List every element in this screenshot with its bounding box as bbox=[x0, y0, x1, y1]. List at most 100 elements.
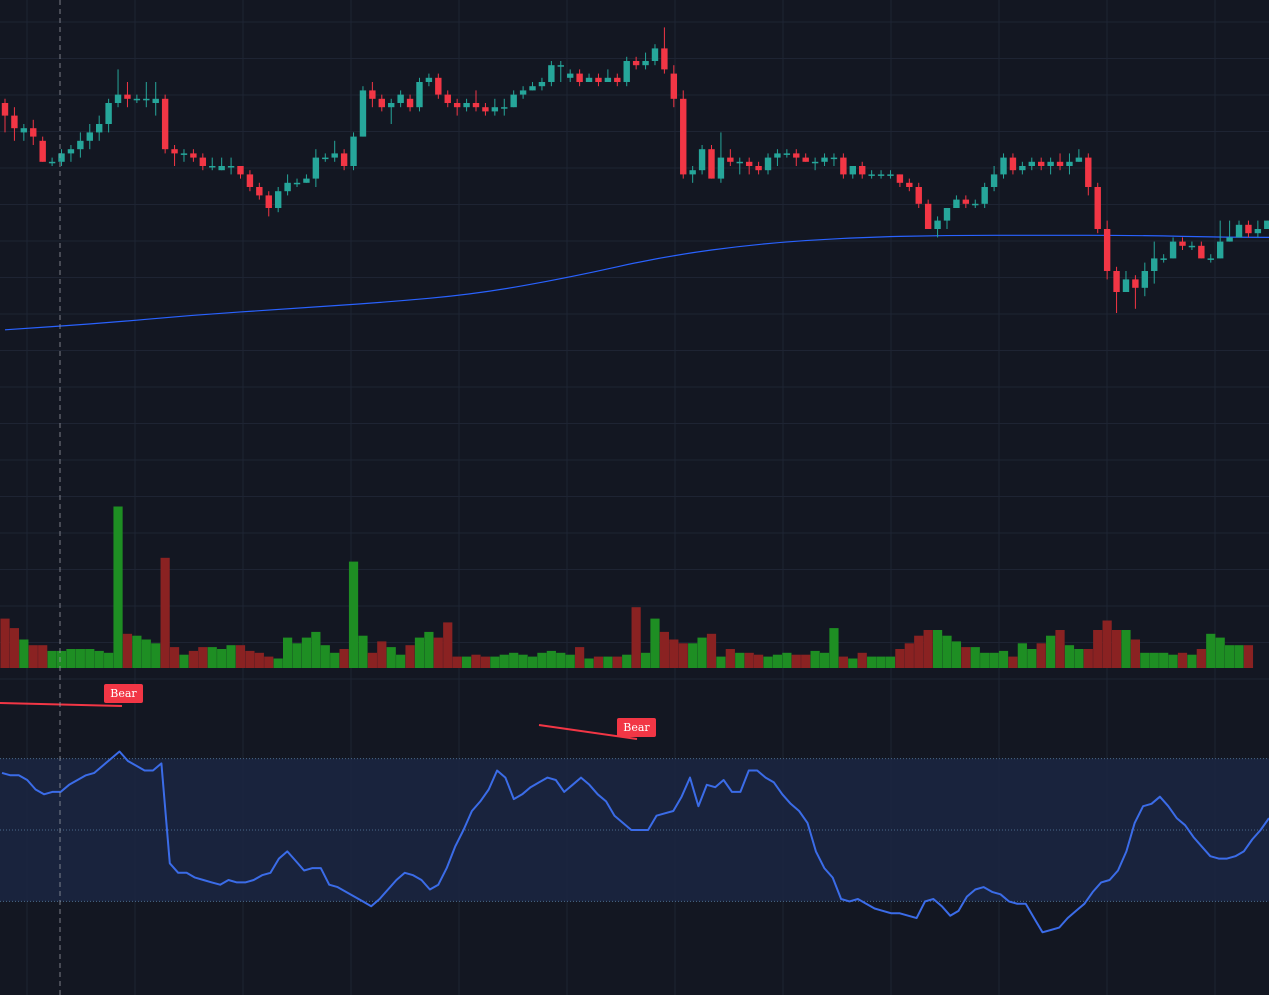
volume-bar bbox=[1206, 633, 1216, 668]
candle-body bbox=[1188, 245, 1196, 248]
candle-body bbox=[171, 149, 178, 154]
candle-body bbox=[1141, 271, 1149, 288]
volume-bar bbox=[942, 635, 952, 668]
volume-bar bbox=[904, 643, 914, 668]
candle-body bbox=[821, 157, 828, 162]
volume-bar bbox=[631, 607, 641, 668]
volume-bar bbox=[951, 641, 962, 668]
volume-bar bbox=[188, 650, 198, 668]
volume-bar bbox=[706, 633, 717, 668]
volume-bar bbox=[772, 654, 783, 668]
candle-body bbox=[990, 174, 998, 187]
candle-body bbox=[86, 132, 93, 141]
volume-bar bbox=[754, 654, 764, 668]
volume-bar bbox=[386, 647, 396, 668]
volume-bar bbox=[1149, 652, 1159, 668]
candle-body bbox=[322, 157, 329, 160]
candle-body bbox=[133, 98, 141, 101]
candle-body bbox=[736, 161, 743, 164]
volume-bar bbox=[1074, 649, 1084, 668]
candle-body bbox=[680, 98, 687, 175]
volume-bar bbox=[885, 656, 896, 668]
candle-body bbox=[529, 86, 536, 91]
volume-bar bbox=[151, 643, 161, 668]
candle-body bbox=[1047, 161, 1054, 166]
volume-bar bbox=[104, 652, 114, 668]
candle-body bbox=[482, 107, 489, 112]
volume-bar bbox=[358, 635, 368, 668]
divergence-tag-1-label: Bear bbox=[110, 687, 137, 700]
candle-body bbox=[1009, 157, 1017, 171]
candle-body bbox=[350, 136, 357, 166]
candle-body bbox=[1235, 224, 1243, 238]
volume-bar bbox=[537, 652, 547, 668]
volume-bar bbox=[640, 652, 651, 668]
volume-bar bbox=[791, 654, 801, 668]
candle-body bbox=[1028, 161, 1035, 166]
candle-body bbox=[30, 128, 37, 137]
candle-body bbox=[77, 140, 84, 150]
volume-bar bbox=[782, 652, 792, 668]
candle-body bbox=[397, 94, 404, 103]
volume-bar bbox=[169, 647, 180, 668]
volume-bar bbox=[1215, 637, 1225, 668]
volume-bar bbox=[1064, 645, 1075, 668]
oscillator-line bbox=[1, 750, 1269, 934]
volume-bar bbox=[56, 650, 67, 668]
volume-bar bbox=[688, 643, 698, 668]
candle-body bbox=[114, 94, 122, 103]
candle-body bbox=[237, 166, 244, 175]
volume-bar bbox=[245, 650, 255, 668]
candle-body bbox=[256, 187, 263, 196]
candle-body bbox=[934, 220, 941, 229]
candle-body bbox=[1226, 237, 1233, 242]
candle-body bbox=[953, 199, 960, 208]
volume-bar bbox=[311, 631, 321, 668]
volume-bar bbox=[235, 645, 246, 668]
volume-bar bbox=[932, 630, 943, 668]
volume-bar bbox=[1234, 645, 1244, 668]
candle-body bbox=[1160, 258, 1167, 260]
volume-bar bbox=[264, 656, 274, 668]
volume-bar bbox=[19, 639, 29, 668]
candle-body bbox=[48, 161, 56, 164]
volume-bar bbox=[452, 656, 462, 668]
volume-bar bbox=[132, 635, 142, 668]
candle-body bbox=[548, 65, 555, 82]
candle-body bbox=[1264, 220, 1269, 229]
candle-body bbox=[764, 157, 772, 171]
candle-body bbox=[388, 103, 395, 108]
volume-bar bbox=[669, 639, 679, 668]
volume-bar bbox=[198, 647, 208, 668]
volume-bar bbox=[744, 652, 754, 668]
volume-bar bbox=[1121, 630, 1131, 668]
volume-bar bbox=[518, 654, 528, 668]
volume-bar bbox=[603, 656, 613, 668]
volume-bar bbox=[122, 633, 133, 668]
volume-bar bbox=[1177, 652, 1188, 668]
candle-body bbox=[774, 153, 781, 158]
candle-body bbox=[124, 94, 131, 99]
candle-body bbox=[209, 166, 216, 168]
volume-bar bbox=[584, 658, 594, 668]
volume-bar bbox=[876, 656, 886, 668]
candle-body bbox=[915, 187, 922, 204]
candle-body bbox=[859, 166, 866, 175]
candle-body bbox=[340, 153, 348, 166]
volume-bar bbox=[75, 649, 85, 668]
volume-bar bbox=[725, 649, 735, 668]
candle-body bbox=[519, 90, 527, 95]
candle-body bbox=[246, 174, 254, 187]
volume-bar bbox=[593, 656, 604, 668]
volume-bar bbox=[1093, 630, 1103, 668]
volume-bar bbox=[998, 650, 1009, 668]
candle-body bbox=[1198, 245, 1205, 259]
candle-body bbox=[689, 170, 696, 175]
candle-body bbox=[981, 187, 988, 204]
candle-body bbox=[1216, 241, 1224, 259]
candle-body bbox=[284, 182, 291, 192]
volume-bar bbox=[1187, 654, 1197, 668]
volume-bar bbox=[509, 652, 519, 668]
